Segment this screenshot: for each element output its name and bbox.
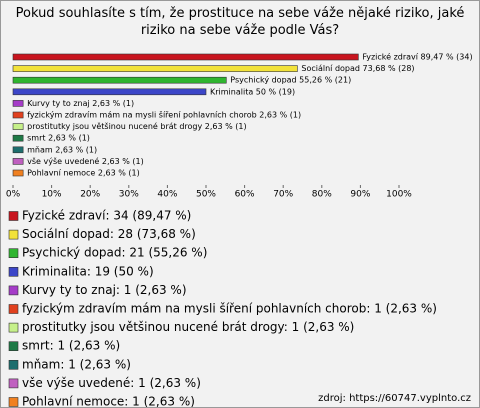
legend-swatch bbox=[8, 322, 19, 333]
bar bbox=[12, 123, 24, 130]
legend-swatch bbox=[8, 248, 19, 258]
x-tick-label: 10% bbox=[42, 190, 62, 200]
x-tick-label: 60% bbox=[235, 190, 255, 200]
chart-title: Pokud souhlasíte s tím, že prostituce na… bbox=[15, 6, 465, 38]
x-tick-label: 70% bbox=[273, 190, 293, 200]
source: zdroj: https://60747.vyplnto.cz bbox=[318, 393, 471, 404]
legend-label: mňam: 1 (2,63 %) bbox=[22, 357, 131, 371]
bar bbox=[12, 169, 24, 177]
legend-label: Fyzické zdraví: 34 (89,47 %) bbox=[22, 209, 191, 223]
bar bbox=[12, 100, 24, 107]
bar-label: Fyzické zdraví 89,47 % (34) bbox=[362, 52, 472, 62]
bar bbox=[12, 88, 207, 96]
bar bbox=[12, 158, 24, 165]
bar-label: Psychický dopad 55,26 % (21) bbox=[230, 76, 351, 85]
legend-label: smrt: 1 (2,63 %) bbox=[22, 339, 120, 353]
x-tick-label: 40% bbox=[157, 190, 177, 200]
x-tick-label: 80% bbox=[312, 190, 332, 200]
bar-label: Pohlavní nemoce 2,63 % (1) bbox=[27, 169, 140, 178]
x-tick-label: 30% bbox=[119, 190, 139, 200]
bar bbox=[12, 76, 227, 84]
legend-label: vše výše uvedené: 1 (2,63 %) bbox=[22, 376, 201, 390]
bar bbox=[12, 134, 24, 142]
legend-swatch bbox=[8, 266, 19, 277]
legend-swatch bbox=[8, 285, 19, 296]
legend-label: Sociální dopad: 28 (73,68 %) bbox=[22, 227, 196, 241]
bar-label: Kurvy ty to znaj 2,63 % (1) bbox=[27, 99, 134, 108]
legend-swatch bbox=[8, 378, 19, 389]
bar bbox=[12, 111, 24, 119]
bar bbox=[12, 53, 359, 61]
bar-label: fyzickým zdravím mám na mysli šíření poh… bbox=[27, 110, 301, 120]
legend-swatch bbox=[8, 341, 19, 352]
legend-swatch bbox=[8, 211, 19, 221]
bar-label: mňam 2,63 % (1) bbox=[27, 144, 97, 154]
legend-swatch bbox=[8, 229, 19, 240]
legend-label: Kriminalita: 19 (50 %) bbox=[22, 264, 154, 278]
legend-label: fyzickým zdravím mám na mysli šíření poh… bbox=[22, 302, 437, 316]
bar-label: vše výše uvedené 2,63 % (1) bbox=[27, 156, 144, 166]
legend-label: Pohlavní nemoce: 1 (2,63 %) bbox=[22, 395, 195, 408]
bar-label: smrt 2,63 % (1) bbox=[27, 134, 90, 143]
x-tick-label: 100% bbox=[386, 190, 412, 200]
bar-label: Kriminalita 50 % (19) bbox=[210, 87, 295, 96]
x-tick-label: 0% bbox=[6, 190, 21, 200]
legend-label: prostitutky jsou většinou nucené brát dr… bbox=[22, 320, 354, 334]
x-tick-label: 50% bbox=[196, 190, 216, 200]
bar bbox=[12, 65, 298, 72]
legend-swatch bbox=[8, 304, 19, 314]
legend-label: Psychický dopad: 21 (55,26 %) bbox=[22, 246, 207, 260]
legend-swatch bbox=[8, 359, 19, 370]
x-tick-label: 20% bbox=[80, 190, 100, 200]
bar-label: Sociální dopad 73,68 % (28) bbox=[301, 64, 414, 73]
legend-label: Kurvy ty to znaj: 1 (2,63 %) bbox=[22, 283, 187, 297]
bar-label: prostitutky jsou většinou nucené brát dr… bbox=[27, 121, 246, 131]
bar bbox=[12, 146, 24, 154]
x-tick-label: 90% bbox=[350, 190, 370, 200]
legend-swatch bbox=[8, 397, 19, 407]
